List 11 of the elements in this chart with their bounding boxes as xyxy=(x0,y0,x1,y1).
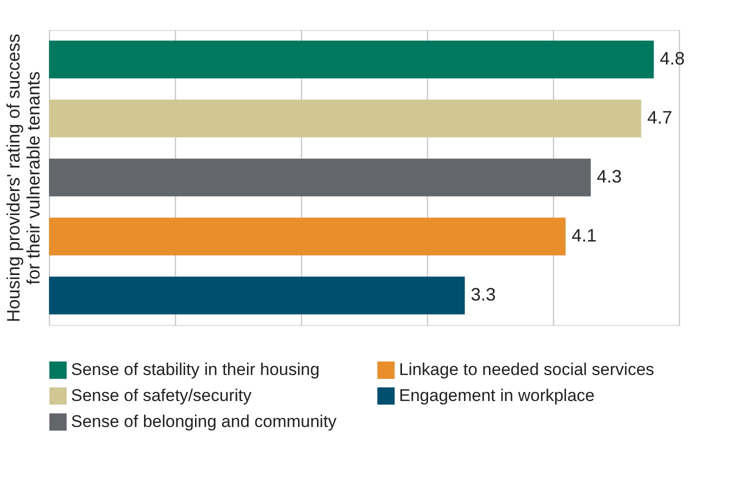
data-label: 4.1 xyxy=(572,226,597,246)
legend-label: Engagement in workplace xyxy=(399,386,595,405)
y-axis-title: Housing providers' rating of success for their vulnerable tenants xyxy=(4,34,44,322)
legend-label: Sense of safety/security xyxy=(71,386,252,405)
legend-label: Sense of stability in their housing xyxy=(71,360,320,380)
data-label: 4.8 xyxy=(660,48,685,68)
data-label: 3.3 xyxy=(470,284,496,304)
legend-label: Sense of belonging and community xyxy=(71,412,338,431)
legend-label: Linkage to needed social services xyxy=(399,360,654,380)
data-label: 4.7 xyxy=(647,108,672,128)
data-label: 4.3 xyxy=(596,166,622,186)
